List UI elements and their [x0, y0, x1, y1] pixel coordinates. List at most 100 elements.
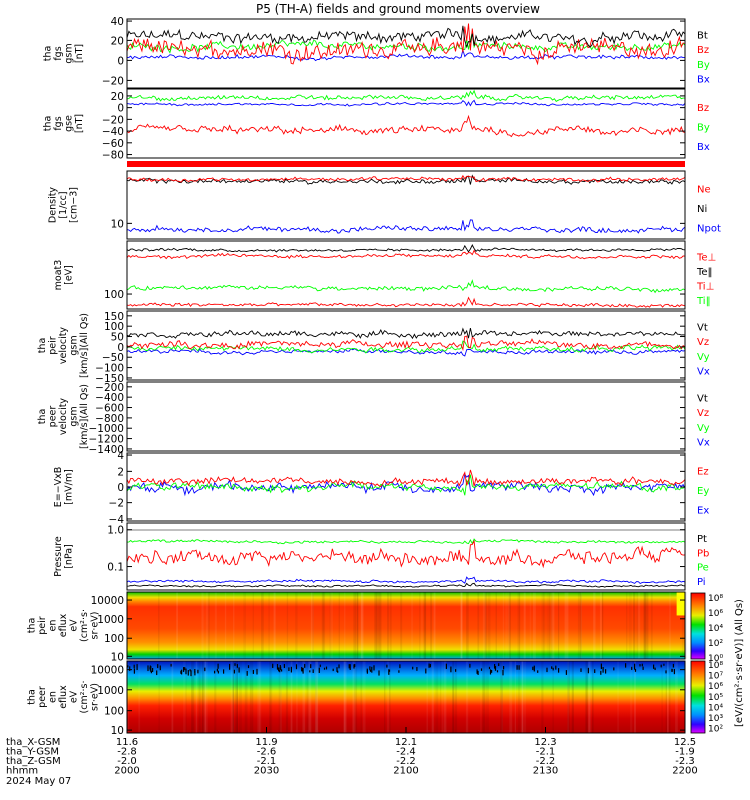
y-axis-label: [nPa] — [63, 544, 74, 569]
spectrogram-gap — [602, 667, 604, 673]
spectrogram-gap — [150, 670, 152, 674]
spectrogram-streak — [315, 661, 319, 733]
spectrogram-streak — [252, 592, 254, 659]
colorbar-upper — [690, 592, 706, 660]
y-axis-label: sr·eV) — [90, 612, 101, 640]
spectrogram-gap — [373, 665, 375, 671]
spectrogram-streak — [431, 661, 434, 733]
spectrogram-streak — [541, 592, 544, 659]
y-axis-label: tha — [37, 338, 48, 354]
y-axis-label: en — [48, 691, 59, 703]
series-by — [126, 31, 686, 54]
legend-bz: Bz — [697, 103, 709, 114]
spectrogram-gap — [194, 670, 196, 676]
spectrogram-streak — [360, 592, 364, 659]
spectrogram-gap — [502, 669, 504, 676]
spectrogram-streak — [201, 592, 203, 659]
spectrogram-gap — [149, 667, 151, 670]
spectrogram-gap — [181, 669, 183, 675]
y-tick-label: −4 — [109, 514, 125, 526]
spectrogram-streak — [158, 661, 160, 733]
spectrogram-streak — [628, 592, 632, 659]
spectrogram-streak — [286, 592, 289, 659]
spectrogram-streak — [580, 592, 582, 659]
y-axis-label: gse — [63, 115, 74, 132]
spectrogram-gap — [276, 663, 279, 670]
spectrogram-streak — [466, 592, 469, 659]
spectrogram-streak — [681, 592, 684, 659]
spectrogram-gap — [272, 663, 274, 668]
spectrogram-gap — [671, 668, 673, 672]
spectrogram-gap — [338, 664, 340, 669]
spectrogram-streak — [571, 661, 574, 733]
orbit-value: -1.9 — [675, 747, 695, 758]
spectrogram-streak — [508, 592, 511, 659]
spectrogram-gap — [332, 668, 334, 672]
spectrogram — [127, 661, 685, 733]
spectrogram-streak — [296, 661, 298, 733]
y-axis-label: E=−VxB — [53, 467, 64, 508]
colorbar-tick: 10² — [708, 725, 723, 735]
spectrogram-streak — [308, 661, 312, 733]
y-tick-label: 40 — [111, 16, 124, 28]
spectrogram-gap — [600, 663, 602, 669]
spectrogram-streak — [477, 592, 480, 659]
legend-pi: Pi — [697, 577, 706, 588]
spectrogram-gap — [170, 663, 172, 667]
legend-pt: Pt — [697, 534, 707, 545]
y-axis-label: (cm²·s· — [79, 681, 90, 714]
spectrogram-streak — [593, 592, 596, 659]
spectrogram-gap — [480, 668, 483, 671]
spectrogram-streak — [643, 592, 647, 659]
y-tick-label: −100 — [95, 363, 124, 375]
y-tick-label: −60 — [102, 138, 124, 150]
spectrogram-streak — [601, 592, 603, 659]
spectrogram-streak — [202, 661, 205, 733]
series-vt — [126, 327, 686, 340]
spectrogram-gap — [216, 668, 218, 672]
spectrogram-streak — [419, 592, 421, 659]
spectrogram-streak — [360, 592, 363, 659]
spectrogram-streak — [650, 592, 653, 659]
spectrogram-streak — [514, 661, 516, 733]
spectrogram-gap — [312, 669, 314, 673]
spectrogram-gap — [185, 668, 187, 675]
spectrogram-gap — [233, 669, 235, 674]
spectrogram-streak — [637, 592, 641, 659]
spectrogram-streak — [435, 661, 439, 733]
spectrogram-streak — [312, 592, 314, 659]
y-tick-label: −150 — [95, 373, 124, 385]
spectrogram-gap — [369, 669, 372, 672]
spectrogram-streak — [329, 592, 332, 659]
y-tick-label: 10 — [111, 725, 124, 737]
spectrogram-streak — [505, 592, 508, 659]
spectrogram-streak — [517, 592, 520, 659]
spectrogram-streak — [509, 661, 513, 733]
spectrogram-gap — [450, 666, 452, 673]
spectrogram-streak — [577, 592, 581, 659]
spectrogram-gap — [518, 665, 520, 670]
y-tick-label: 10000 — [91, 595, 124, 607]
y-axis-label: [1/cc] — [58, 191, 69, 218]
spectrogram-streak — [214, 592, 217, 659]
spectrogram-gap — [371, 666, 373, 673]
spectrogram-streak — [344, 592, 346, 659]
y-tick-label: 20 — [111, 91, 124, 103]
y-tick-label: 100 — [104, 706, 124, 718]
spectrogram-gap — [388, 669, 390, 675]
spectrogram-gap — [469, 663, 471, 668]
y-tick-label: 100 — [104, 321, 124, 333]
spectrogram-gap — [429, 663, 431, 668]
y-tick-label: 20 — [111, 35, 124, 47]
series-pt — [126, 582, 686, 588]
spectrogram-streak — [423, 592, 427, 659]
series-bx — [127, 48, 685, 62]
spectrogram-gap — [537, 670, 539, 673]
spectrogram-streak — [224, 592, 227, 659]
y-tick-label: 1000 — [97, 685, 124, 697]
panel-frame — [126, 381, 686, 452]
spectrogram-gap — [491, 669, 493, 673]
series-bx — [126, 99, 686, 107]
spectrogram-streak — [599, 592, 602, 659]
spectrogram-streak — [138, 661, 141, 733]
